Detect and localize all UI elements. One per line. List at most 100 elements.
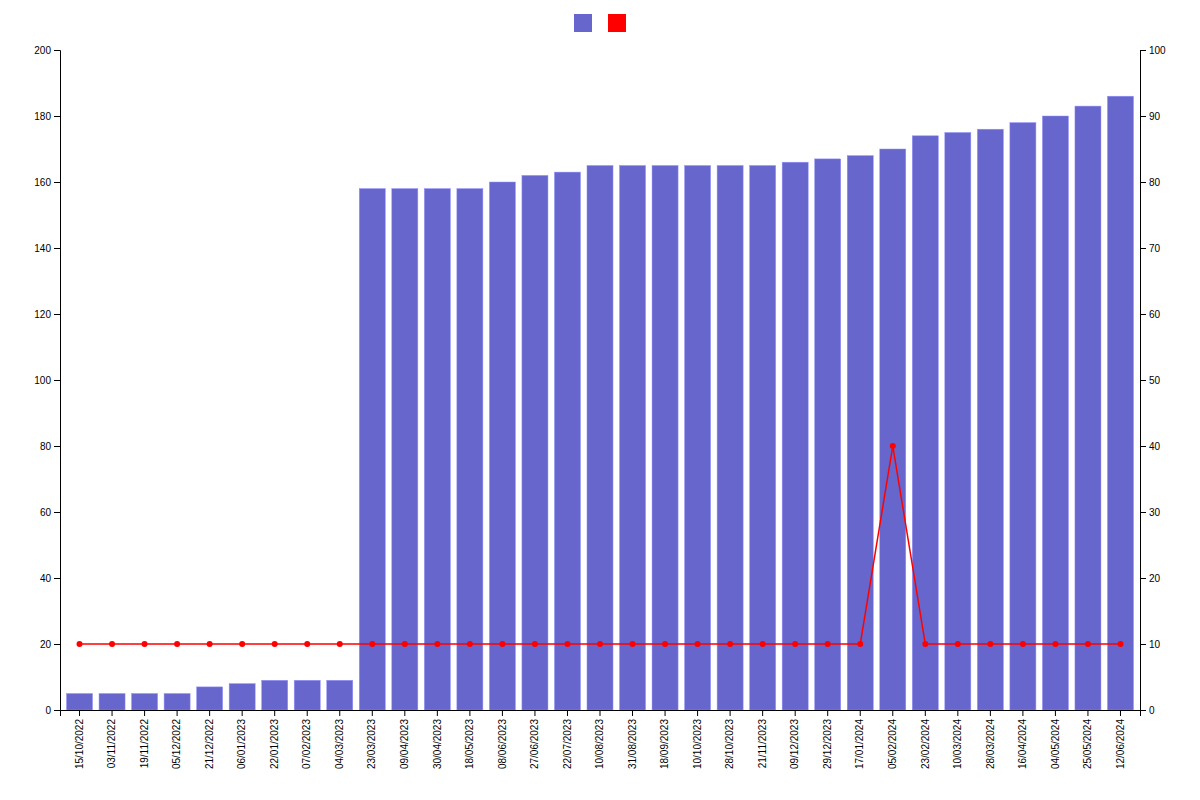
y2-tick-mark <box>1140 710 1146 711</box>
bar <box>1042 116 1068 710</box>
marker <box>1052 641 1058 647</box>
y2-tick-label: 50 <box>1149 375 1161 386</box>
x-tick: 10/08/2023 <box>594 710 605 769</box>
x-tick-mark <box>242 710 243 716</box>
bar <box>327 680 353 710</box>
y2-tick-label: 100 <box>1149 45 1166 56</box>
x-tick: 05/12/2022 <box>171 710 182 769</box>
y-tick-mark <box>54 116 60 117</box>
y-tick: 180 <box>34 111 60 122</box>
y2-tick-mark <box>1140 314 1146 315</box>
bar <box>294 680 320 710</box>
marker <box>1117 641 1123 647</box>
y-tick-label: 40 <box>40 573 52 584</box>
bar <box>262 680 288 710</box>
y2-tick-label: 0 <box>1149 705 1155 716</box>
y2-tick-label: 90 <box>1149 111 1161 122</box>
x-tick-label: 04/05/2024 <box>1050 719 1061 769</box>
legend <box>574 14 626 32</box>
x-tick-mark <box>957 710 958 716</box>
x-tick: 29/12/2023 <box>822 710 833 769</box>
x-tick: 21/12/2022 <box>204 710 215 769</box>
chart: 15/10/202203/11/202219/11/202205/12/2022… <box>0 0 1200 800</box>
x-tick-label: 03/11/2022 <box>106 719 117 769</box>
bar <box>164 694 190 711</box>
bar <box>815 159 841 710</box>
x-tick-mark <box>795 710 796 716</box>
x-tick-mark <box>79 710 80 716</box>
x-tick: 09/04/2023 <box>399 710 410 769</box>
x-tick-label: 28/03/2024 <box>985 719 996 769</box>
y2-tick: 40 <box>1140 441 1161 452</box>
bar <box>392 189 418 710</box>
marker <box>792 641 798 647</box>
y2-tick: 10 <box>1140 639 1161 650</box>
bar <box>782 162 808 710</box>
bar <box>912 136 938 710</box>
x-tick: 10/10/2023 <box>692 710 703 769</box>
marker <box>142 641 148 647</box>
bar <box>880 149 906 710</box>
x-tick-label: 10/10/2023 <box>692 719 703 769</box>
bar-series <box>67 96 1134 710</box>
x-tick-mark <box>860 710 861 716</box>
x-tick: 18/09/2023 <box>659 710 670 769</box>
x-tick-mark <box>404 710 405 716</box>
marker <box>597 641 603 647</box>
x-tick-mark <box>469 710 470 716</box>
y-tick: 0 <box>45 705 60 716</box>
x-tick-label: 06/01/2023 <box>236 719 247 769</box>
x-tick-label: 12/06/2024 <box>1115 719 1126 769</box>
y2-tick-mark <box>1140 578 1146 579</box>
x-tick-mark <box>1022 710 1023 716</box>
y2-tick-mark <box>1140 116 1146 117</box>
x-tick-mark <box>437 710 438 716</box>
y-tick: 40 <box>40 573 60 584</box>
y2-tick: 30 <box>1140 507 1161 518</box>
bar <box>229 684 255 710</box>
x-tick-label: 05/12/2022 <box>171 719 182 769</box>
x-tick-mark <box>534 710 535 716</box>
bar <box>1010 123 1036 710</box>
x-axis: 15/10/202203/11/202219/11/202205/12/2022… <box>61 710 1141 769</box>
marker <box>304 641 310 647</box>
x-tick: 30/04/2023 <box>432 710 443 769</box>
bar <box>1107 96 1133 710</box>
x-tick-mark <box>730 710 731 716</box>
marker <box>727 641 733 647</box>
marker <box>630 641 636 647</box>
x-tick-label: 09/04/2023 <box>399 719 410 769</box>
marker <box>402 641 408 647</box>
y-tick-mark <box>54 710 60 711</box>
y2-tick-label: 20 <box>1149 573 1161 584</box>
x-tick-mark <box>600 710 601 716</box>
bar <box>945 133 971 711</box>
y2-tick-mark <box>1140 512 1146 513</box>
y2-tick-mark <box>1140 182 1146 183</box>
marker <box>1020 641 1026 647</box>
y-tick: 160 <box>34 177 60 188</box>
bar <box>652 166 678 711</box>
x-tick-mark <box>502 710 503 716</box>
x-tick-mark <box>892 710 893 716</box>
x-tick-mark <box>665 710 666 716</box>
axis-line <box>54 51 61 711</box>
bar <box>554 172 580 710</box>
x-tick-mark <box>632 710 633 716</box>
x-tick-label: 21/11/2023 <box>757 719 768 769</box>
marker <box>922 641 928 647</box>
x-tick: 05/02/2024 <box>887 710 898 769</box>
y-tick-label: 200 <box>34 45 51 56</box>
x-tick-label: 22/01/2023 <box>269 719 280 769</box>
y2-tick-mark <box>1140 644 1146 645</box>
x-tick-label: 15/10/2022 <box>74 719 85 769</box>
y-tick-mark <box>54 248 60 249</box>
x-tick-label: 23/03/2023 <box>366 719 377 769</box>
y2-tick-mark <box>1140 50 1146 51</box>
y-tick-label: 120 <box>34 309 51 320</box>
y2-tick-label: 40 <box>1149 441 1161 452</box>
x-tick-mark <box>112 710 113 716</box>
legend-swatch <box>574 14 592 32</box>
y-tick-label: 140 <box>34 243 51 254</box>
y2-tick: 60 <box>1140 309 1161 320</box>
